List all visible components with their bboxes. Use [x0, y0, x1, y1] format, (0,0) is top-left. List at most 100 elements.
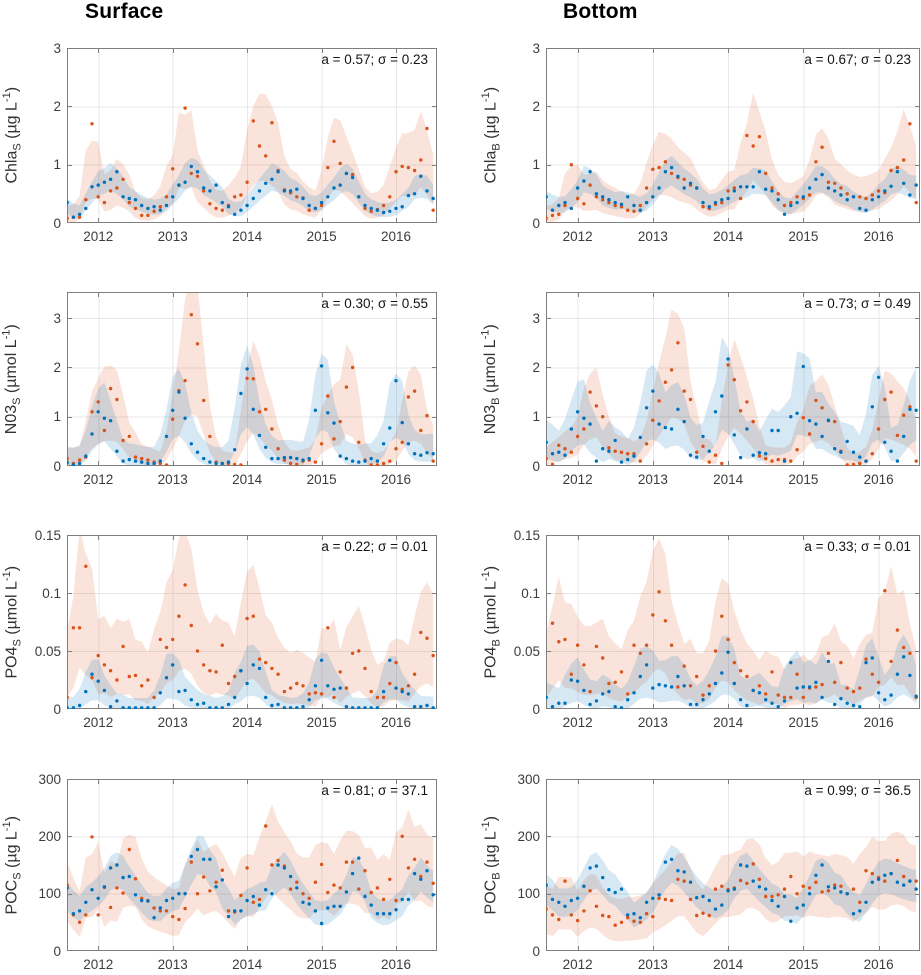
no3-bottom-blue-point: [669, 427, 674, 431]
poc-surface-plot-area: [67, 779, 437, 951]
poc-bottom-blue-point: [676, 869, 680, 873]
chla-bottom-blue-point: [751, 185, 755, 189]
y-axis-label: N03S (µmol L-1): [0, 324, 24, 434]
no3-bottom-orange-point: [770, 459, 774, 463]
po4-surface-orange-point: [282, 689, 287, 694]
po4-surface-orange-point: [158, 637, 162, 642]
chla-bottom-orange-point: [632, 209, 636, 213]
no3-bottom-blue-point: [726, 357, 730, 361]
po4-surface-blue-point: [319, 658, 324, 662]
y-axis-label: POCS (µg L-1): [0, 815, 24, 915]
po4-surface-blue-point: [270, 703, 274, 708]
poc-surface-orange-point: [375, 886, 380, 890]
poc-bottom-blue-point: [814, 873, 818, 877]
poc-surface-orange-band: [67, 804, 434, 938]
po4-bottom-orange-point: [864, 657, 868, 661]
poc-bottom-orange-point: [801, 884, 805, 888]
po4-bottom-blue-point: [563, 701, 567, 705]
poc-surface-blue-point: [96, 896, 100, 900]
chla-bottom-blue-point: [682, 186, 686, 190]
y-tick-label: 300: [517, 771, 540, 787]
y-axis-label: PO4S (µmol L-1): [0, 565, 24, 679]
chla-bottom-blue-point: [669, 165, 674, 170]
poc-surface-blue-point: [288, 874, 293, 879]
chla-bottom-orange-point: [870, 193, 874, 197]
chla-surface-blue-point: [84, 206, 88, 211]
chla-bottom-blue-point: [738, 185, 743, 189]
po4-bottom-blue-point: [782, 699, 787, 703]
no3-bottom-blue-point: [619, 460, 624, 464]
poc-surface-orange-point: [127, 847, 131, 852]
no3-surface-blue-point: [220, 461, 224, 466]
no3-surface-orange-point: [375, 463, 380, 466]
no3-bottom-blue-point: [914, 408, 918, 412]
po4-bottom-blue-point: [789, 660, 793, 665]
chla-bottom-orange-point: [569, 163, 573, 167]
po4-bottom-blue-point: [876, 691, 881, 695]
chla-surface-blue-point: [344, 171, 349, 176]
no3-bottom-orange-point: [601, 415, 605, 419]
po4-bottom-orange-band: [546, 538, 917, 709]
po4-bottom-blue-point: [688, 702, 693, 707]
no3-surface-blue-point: [338, 454, 342, 458]
no3-surface-orange-point: [67, 456, 69, 461]
chla-surface-orange-point: [307, 208, 311, 212]
po4-surface-blue-point: [226, 702, 231, 707]
chla-bottom-blue-point: [626, 195, 630, 199]
poc-bottom-orange-point: [601, 913, 605, 918]
poc-bottom-orange-point: [695, 913, 699, 918]
no3-surface-orange-point: [319, 442, 324, 446]
po4-surface-blue-point: [202, 701, 206, 705]
no3-bottom-blue-point: [883, 440, 887, 444]
poc-surface-orange-point: [313, 880, 318, 884]
poc-surface-blue-point: [189, 854, 193, 859]
x-tick-label: 2014: [713, 472, 744, 487]
chla-bottom-blue-point: [601, 195, 605, 199]
po4-bottom-orange-point: [833, 680, 837, 684]
po4-bottom-blue-point: [908, 673, 912, 678]
chla-bottom-blue-point: [582, 179, 586, 183]
po4-bottom-orange-point: [626, 692, 630, 696]
po4-bottom-blue-point: [707, 692, 711, 696]
po4-bottom-blue-point: [720, 671, 724, 675]
subplot-poc-surface: 0 100 200 300 2012 2013 2014 2015 2016 a = 0.81; …: [1, 772, 437, 972]
po4-surface-blue-point: [220, 706, 224, 709]
x-tick-label: 2016: [863, 472, 894, 487]
chla-bottom-orange-point: [619, 205, 624, 209]
poc-bottom-blue-point: [632, 912, 636, 916]
no3-bottom-orange-point: [651, 418, 655, 422]
poc-bottom-blue-point: [707, 898, 711, 903]
po4-surface-blue-point: [77, 703, 82, 708]
poc-surface-orange-point: [400, 834, 404, 838]
chla-bottom-orange-point: [651, 167, 655, 171]
poc-bottom-plot-area: [546, 779, 920, 951]
chla-bottom-blue-point: [789, 203, 793, 208]
po4-bottom-blue-point: [745, 703, 749, 708]
poc-bottom-orange-point: [895, 858, 900, 863]
po4-surface-orange-point: [90, 676, 94, 680]
poc-surface-orange-point: [77, 920, 82, 924]
chla-bottom-blue-point: [569, 206, 573, 211]
no3-bottom-blue-point: [550, 452, 555, 456]
no3-surface-blue-point: [183, 416, 187, 420]
chla-surface-orange-point: [121, 177, 125, 181]
poc-bottom-blue-point: [695, 896, 699, 900]
y-tick-label: 0: [53, 215, 61, 231]
chla-bottom-orange-point: [738, 196, 743, 201]
no3-bottom-orange-point: [546, 456, 548, 461]
poc-bottom-blue-point: [889, 871, 893, 876]
chla-surface-blue-point: [295, 187, 299, 191]
po4-bottom-orange-point: [858, 686, 862, 690]
poc-surface-orange-point: [183, 906, 187, 911]
chla-bottom-blue-band: [546, 155, 917, 215]
y-tick-label: 0.05: [34, 643, 61, 659]
poc-bottom-blue-point: [782, 894, 787, 899]
no3-surface-blue-point: [264, 445, 268, 449]
po4-bottom-orange-point: [801, 695, 805, 700]
chla-surface-blue-point: [233, 212, 237, 216]
po4-surface-blue-point: [233, 695, 237, 700]
no3-bottom-orange-point: [644, 442, 649, 446]
chla-surface-orange-point: [400, 164, 404, 169]
no3-bottom-blue-point: [826, 418, 831, 422]
chla-surface-blue-point: [319, 200, 324, 205]
